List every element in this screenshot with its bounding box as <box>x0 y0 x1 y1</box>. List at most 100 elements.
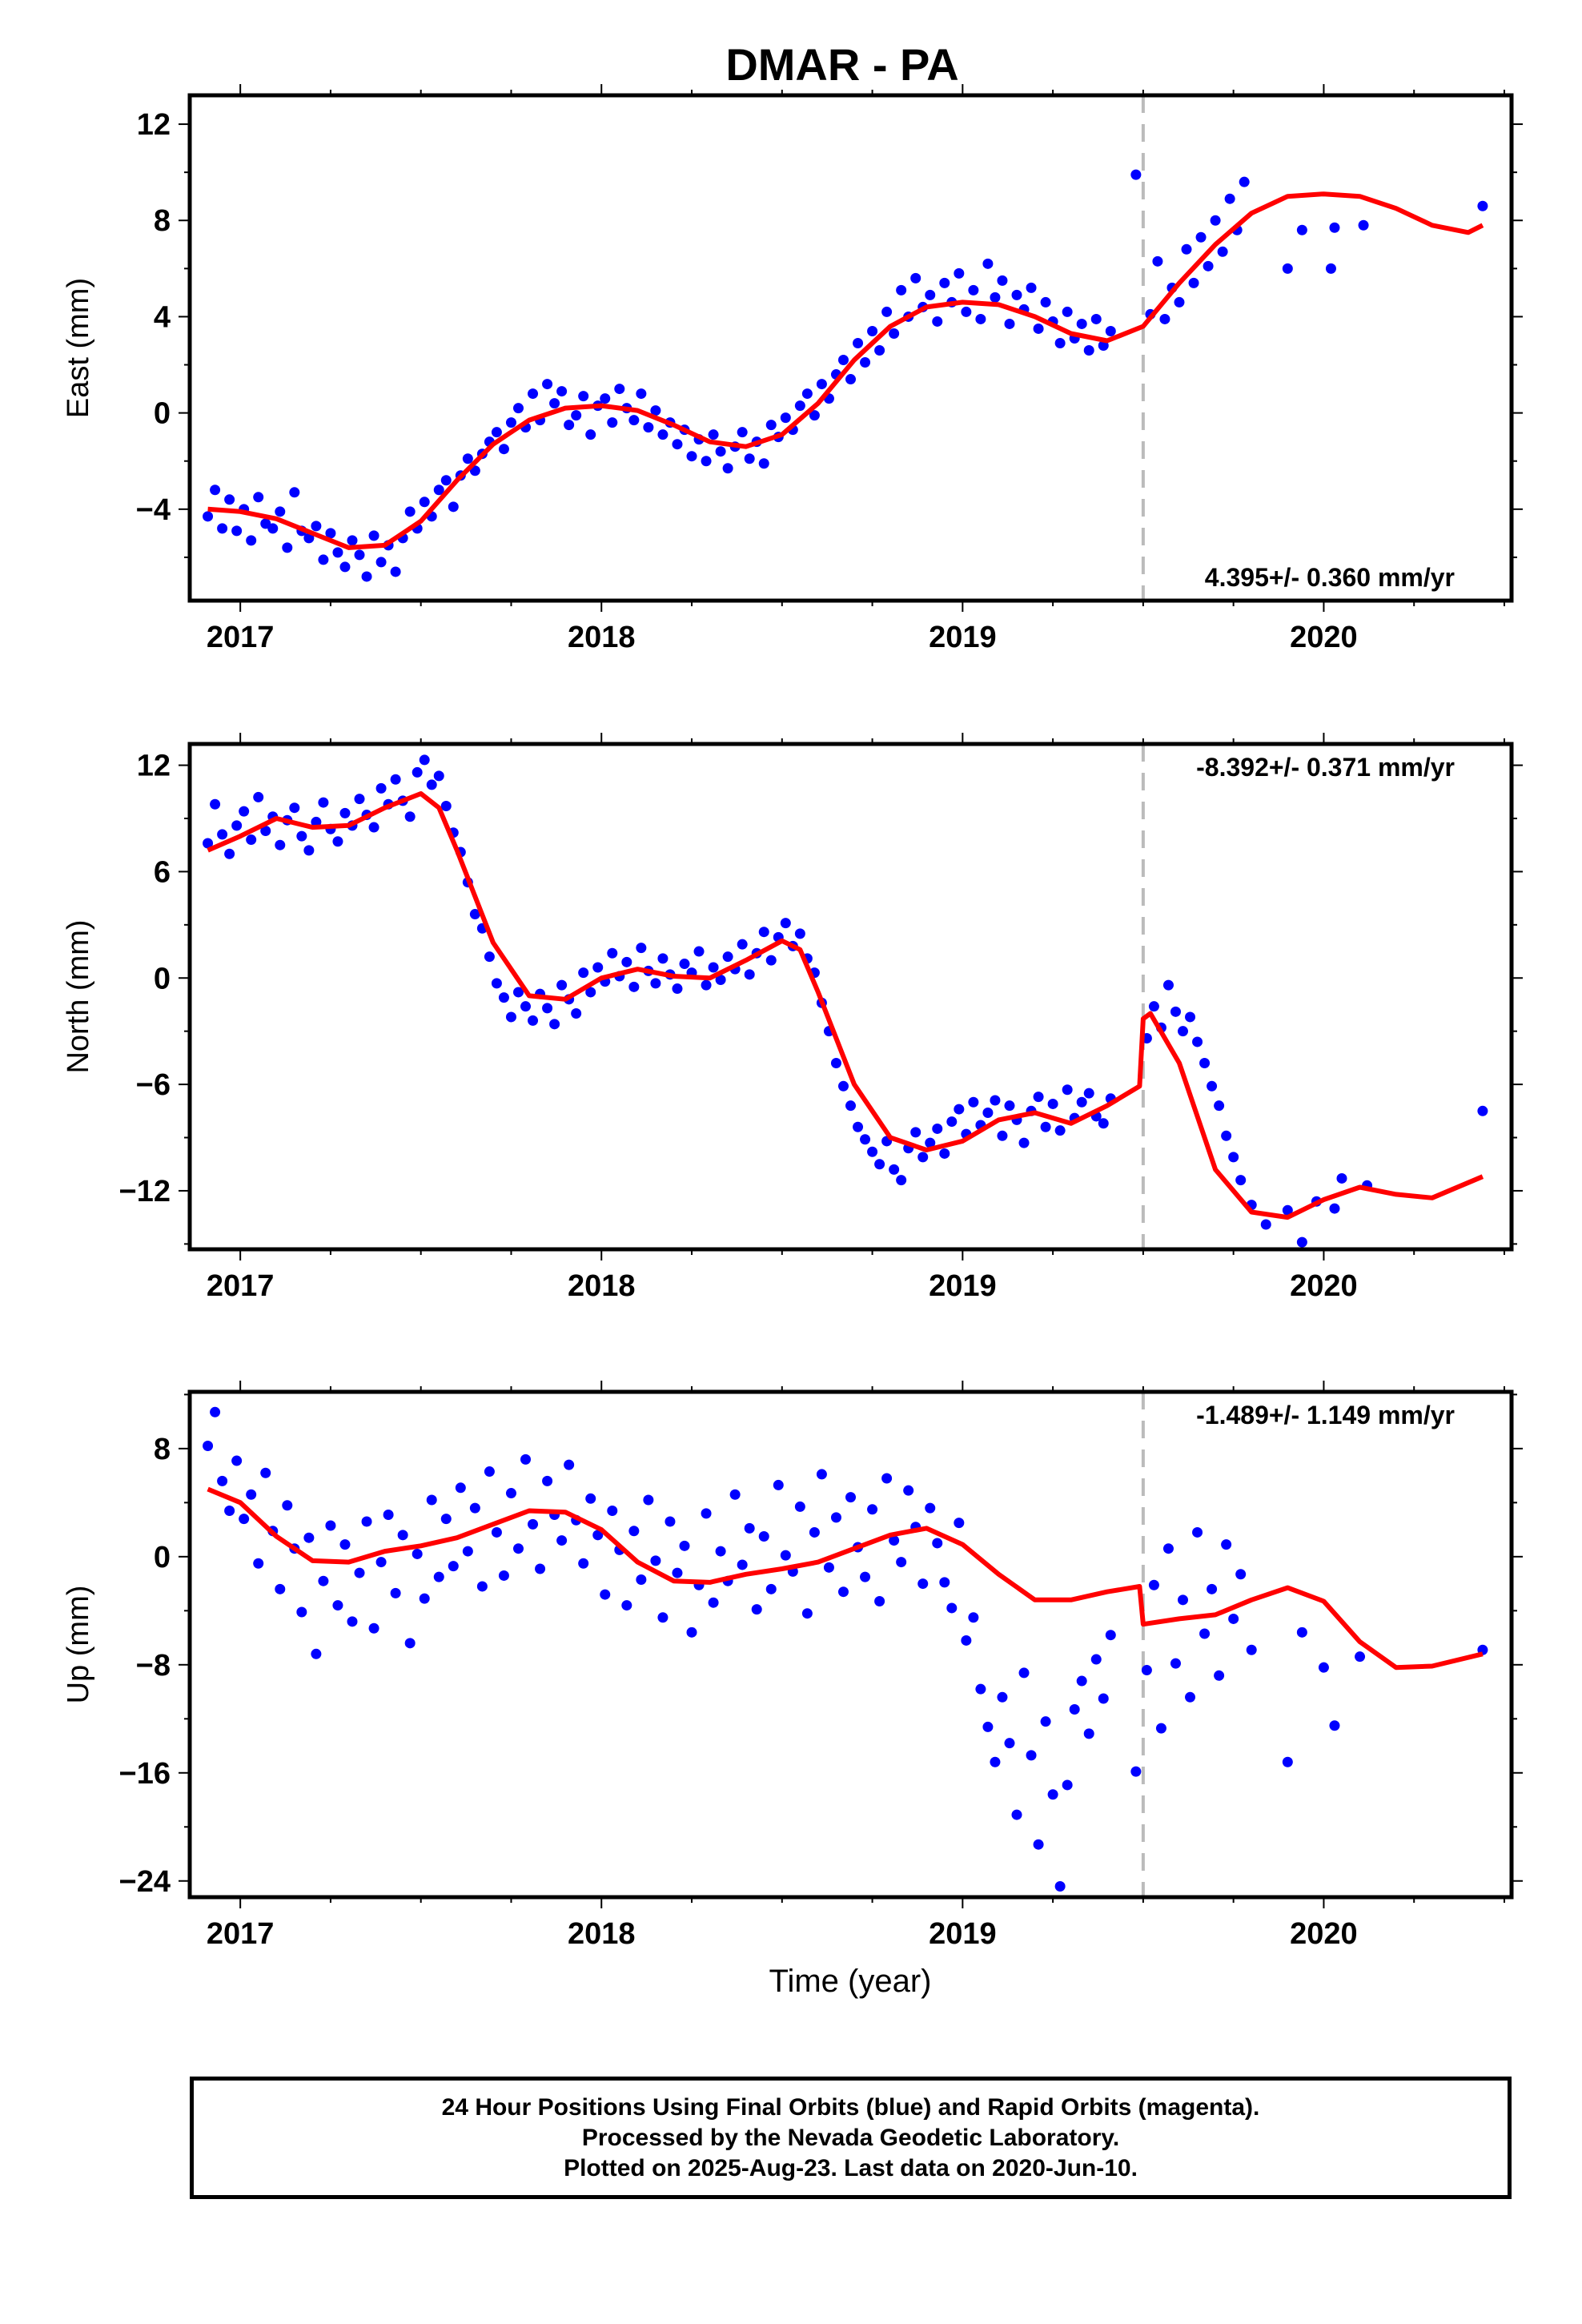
north-point <box>1148 1001 1159 1012</box>
north-point <box>275 839 286 850</box>
up-point <box>780 1550 791 1561</box>
up-point <box>325 1520 336 1531</box>
north-point <box>1040 1121 1051 1132</box>
north-point <box>874 1159 885 1170</box>
east-point <box>210 485 221 496</box>
north-point <box>794 928 805 939</box>
up-point <box>239 1514 250 1525</box>
east-point <box>1329 222 1340 233</box>
north-point <box>621 956 632 967</box>
north-point <box>1062 1084 1073 1096</box>
east-point <box>809 410 820 421</box>
east-y-tick-label: 8 <box>154 204 171 238</box>
east-point <box>585 429 596 440</box>
east-point <box>1083 345 1094 356</box>
north-point <box>1162 979 1174 991</box>
east-point <box>368 530 379 541</box>
north-point <box>1228 1152 1239 1163</box>
north-point <box>853 1121 864 1132</box>
east-point <box>708 429 719 440</box>
east-y-tick-label: 12 <box>137 108 171 142</box>
up-point <box>1062 1779 1073 1791</box>
north-point <box>412 766 423 778</box>
figure-title: DMAR - PA <box>725 39 958 90</box>
east-point <box>253 492 264 503</box>
north-point <box>954 1104 965 1115</box>
north-point <box>636 943 647 954</box>
east-point <box>339 561 351 573</box>
up-fit-line <box>207 1486 1484 1671</box>
up-point <box>462 1546 473 1557</box>
up-panel: 2017 2018 2019 2020 −24 −16 −8 0 8 Up (mm) -1.489+… <box>62 1381 1523 1951</box>
north-point <box>311 816 322 827</box>
up-point <box>476 1581 488 1592</box>
north-point <box>484 951 495 963</box>
north-point <box>1047 1098 1058 1109</box>
north-point <box>289 802 300 814</box>
up-point <box>1355 1651 1366 1663</box>
north-point <box>946 1116 958 1128</box>
up-point <box>679 1540 690 1551</box>
east-point <box>1033 323 1044 334</box>
east-point <box>203 511 214 522</box>
east-point <box>311 521 322 532</box>
east-point <box>1062 306 1073 317</box>
up-point <box>1069 1703 1080 1715</box>
north-y-tick-label: 0 <box>154 962 171 995</box>
north-point <box>505 1011 516 1023</box>
up-point <box>455 1482 466 1494</box>
up-point <box>354 1567 365 1578</box>
up-point <box>585 1493 596 1504</box>
up-point <box>874 1596 885 1607</box>
up-point <box>939 1577 950 1588</box>
up-point <box>440 1514 452 1525</box>
up-point <box>217 1475 228 1486</box>
up-point <box>1047 1789 1058 1800</box>
up-point <box>954 1518 965 1529</box>
up-point <box>1090 1654 1102 1665</box>
up-point <box>419 1593 430 1604</box>
north-point <box>303 845 315 856</box>
up-point <box>917 1578 929 1590</box>
east-point <box>325 528 336 539</box>
north-point <box>1033 1092 1044 1103</box>
north-point <box>203 838 214 849</box>
north-point <box>549 1019 560 1030</box>
up-point <box>946 1602 958 1614</box>
north-point <box>433 770 444 782</box>
east-point <box>347 535 358 546</box>
east-point <box>224 494 235 505</box>
north-point <box>968 1096 979 1108</box>
east-point <box>643 422 654 433</box>
north-point <box>426 779 437 790</box>
east-point <box>672 439 683 450</box>
east-plot-frame <box>187 93 1514 603</box>
east-point <box>556 386 568 397</box>
east-point <box>961 306 972 317</box>
north-point <box>925 1137 936 1148</box>
north-point <box>758 927 769 938</box>
up-point <box>903 1485 914 1496</box>
east-point <box>1011 289 1022 300</box>
north-fit-line <box>207 791 1484 1220</box>
north-point <box>1076 1096 1087 1108</box>
up-point <box>982 1721 994 1732</box>
north-point <box>339 807 351 818</box>
up-point <box>231 1455 243 1466</box>
north-point <box>672 983 683 995</box>
east-point <box>217 523 228 534</box>
up-point <box>1105 1630 1116 1641</box>
north-point <box>404 811 416 822</box>
up-point <box>535 1563 546 1574</box>
north-point <box>715 974 726 985</box>
north-point <box>1221 1130 1232 1141</box>
up-point <box>1296 1626 1307 1638</box>
up-point <box>621 1600 632 1611</box>
east-point <box>246 535 257 546</box>
up-point <box>809 1526 820 1538</box>
east-point <box>636 388 647 400</box>
north-point <box>701 979 712 991</box>
north-point <box>679 959 690 970</box>
up-point <box>837 1586 849 1598</box>
